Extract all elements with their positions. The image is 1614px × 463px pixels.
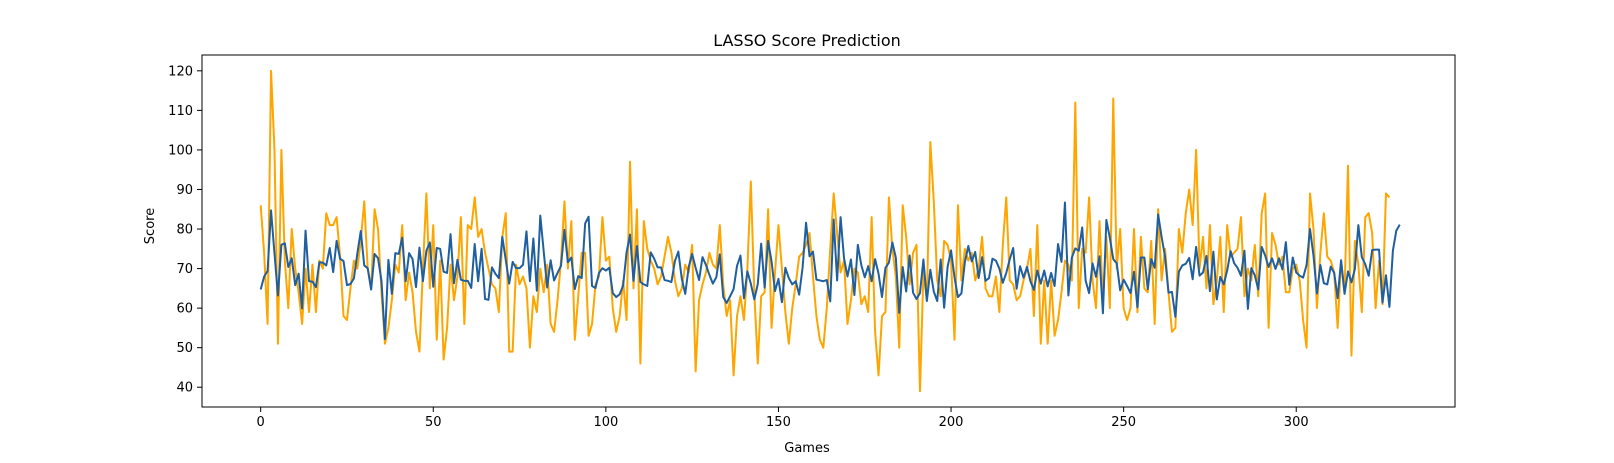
x-tick-label: 200 [939,415,964,430]
y-tick-label: 100 [168,143,193,158]
y-tick-label: 110 [168,104,193,119]
x-tick-label: 300 [1284,415,1309,430]
y-tick-label: 60 [176,302,193,317]
x-tick-label: 250 [1111,415,1136,430]
series-line-1 [259,69,1391,393]
series-line-2 [259,201,1401,340]
y-tick-label: 50 [176,341,193,356]
y-tick-label: 90 [176,183,193,198]
y-tick-label: 70 [176,262,193,277]
x-tick-label: 0 [257,415,265,430]
plot-area-frame [201,54,1456,408]
x-tick-label: 50 [425,415,442,430]
y-tick-label: 40 [176,381,193,396]
y-tick-label: 120 [168,64,193,79]
ticks-layer: 0 50 100 150 200 250 300 40 50 60 70 80 90 100 110 120 [168,64,1308,430]
chart-title: LASSO Score Prediction [713,31,901,50]
x-tick-label: 150 [766,415,791,430]
y-tick-label: 80 [176,223,193,238]
y-axis-label: Score [143,208,158,244]
series-layer [259,69,1401,393]
x-axis-label: Games [784,441,830,456]
x-tick-label: 100 [593,415,618,430]
